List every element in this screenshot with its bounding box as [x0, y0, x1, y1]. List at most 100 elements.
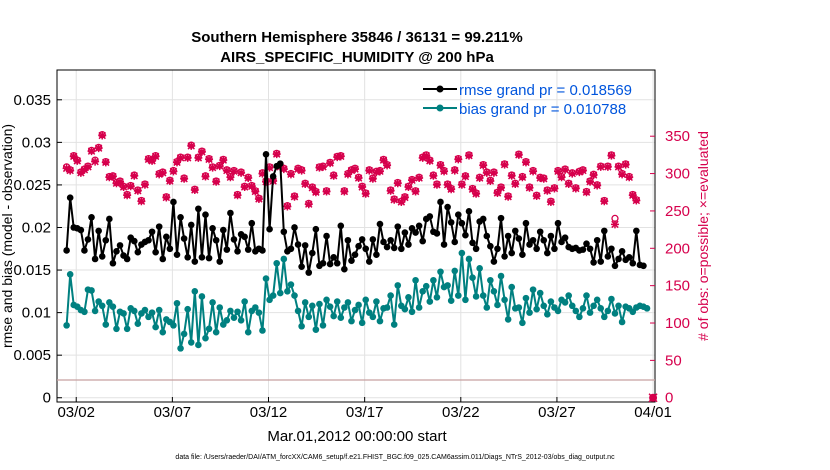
obs-evaluated-point	[329, 171, 338, 180]
obs-evaluated-point	[404, 183, 413, 192]
bias-point	[205, 325, 213, 333]
obs-evaluated-point	[205, 155, 214, 164]
rmse-point	[583, 240, 590, 247]
bias-point	[102, 321, 110, 328]
obs-evaluated-point	[301, 180, 310, 189]
bias-point	[81, 308, 88, 316]
rmse-point	[109, 259, 117, 267]
obs-evaluated-point	[482, 168, 491, 177]
rmse-point	[106, 215, 113, 223]
bias-point	[262, 275, 270, 282]
obs-evaluated-point	[497, 183, 506, 192]
bias-point	[415, 304, 423, 311]
obs-evaluated-point	[215, 162, 224, 171]
rmse-point	[323, 232, 330, 240]
right-y-tick-label: 350	[665, 128, 690, 145]
rmse-point	[148, 228, 156, 236]
bias-point	[422, 282, 430, 290]
bias-point	[202, 334, 209, 342]
rmse-point	[401, 229, 409, 236]
rmse-point	[163, 233, 170, 241]
obs-evaluated-point	[322, 187, 331, 196]
bias-point	[355, 301, 362, 309]
rmse-point	[152, 248, 159, 256]
obs-evaluated-point	[489, 168, 498, 177]
rmse-point	[234, 248, 241, 255]
obs-evaluated-point	[411, 187, 420, 196]
rmse-point	[536, 228, 544, 236]
obs-evaluated-point	[311, 188, 320, 197]
obs-evaluated-point	[158, 168, 167, 177]
obs-evaluated-point	[632, 196, 641, 205]
obs-evaluated-point	[546, 197, 555, 206]
rmse-point	[123, 255, 131, 263]
obs-evaluated-point	[383, 161, 392, 170]
obs-evaluated-point	[272, 150, 281, 159]
x-tick-label: 03/02	[57, 404, 95, 421]
bias-point	[195, 341, 202, 349]
obs-evaluated-point	[133, 186, 142, 195]
rmse-point	[451, 238, 459, 246]
rmse-point	[216, 258, 224, 265]
right-y-tick-label: 300	[665, 166, 690, 183]
obs-evaluated-point	[354, 174, 363, 183]
rmse-point	[276, 160, 284, 167]
rmse-point	[544, 249, 551, 257]
bias-point	[437, 268, 444, 276]
bias-point	[66, 271, 74, 278]
rmse-point	[394, 223, 402, 230]
bias-point	[458, 249, 466, 257]
rmse-point	[373, 251, 380, 259]
obs-evaluated-point	[294, 165, 303, 174]
bias-point	[405, 293, 412, 301]
obs-evaluated-point	[457, 180, 466, 189]
obs-evaluated-point	[155, 170, 164, 179]
bias-point	[287, 281, 295, 288]
obs-evaluated-point	[137, 197, 146, 206]
obs-evaluated-point	[87, 147, 96, 156]
obs-evaluated-point	[194, 153, 203, 162]
rmse-point	[319, 259, 327, 267]
obs-evaluated-point	[148, 156, 157, 165]
obs-evaluated-point	[112, 179, 121, 188]
bias-point	[170, 322, 177, 329]
obs-evaluated-point	[610, 220, 619, 229]
bias-point	[455, 292, 462, 299]
bias-point	[284, 288, 291, 295]
bias-point	[479, 292, 487, 299]
obs-evaluated-point	[564, 180, 573, 189]
left-axis-ticks: 0 0.005 0.01 0.015 0.02 0.025 0.03 0.035	[13, 92, 62, 407]
rmse-point	[77, 226, 85, 234]
right-axis-ticks: 0 50 100 150 200 250 300 350	[650, 128, 690, 407]
obs-evaluated-point	[568, 169, 577, 178]
legend-rmse-marker	[436, 85, 444, 93]
rmse-point	[291, 224, 298, 231]
bias-point	[212, 328, 220, 336]
bias-point	[408, 308, 416, 316]
rmse-point	[312, 225, 320, 233]
bias-point	[148, 309, 156, 316]
bias-point	[618, 318, 626, 326]
rmse-point	[130, 237, 138, 245]
obs-evaluated-point	[375, 167, 384, 176]
obs-evaluated-point	[436, 161, 445, 170]
rmse-point	[462, 231, 469, 239]
rmse-point	[597, 258, 605, 265]
bias-point	[501, 296, 508, 304]
bias-point	[341, 304, 348, 311]
rmse-point	[195, 205, 202, 213]
bias-point	[604, 307, 612, 315]
obs-evaluated-point	[247, 182, 256, 191]
rmse-point	[618, 248, 626, 255]
obs-evaluated-point	[504, 192, 513, 201]
bias-point	[497, 272, 505, 280]
bias-point	[244, 328, 252, 336]
obs-evaluated-point	[290, 192, 299, 201]
rmse-point	[351, 251, 359, 259]
rmse-point	[444, 203, 451, 211]
obs-evaluated-point	[500, 160, 509, 169]
obs-evaluated-point	[365, 166, 374, 175]
bias-point	[109, 303, 117, 310]
bias-point	[319, 322, 327, 329]
legend-bias-label: bias grand pr = 0.010788	[459, 101, 626, 118]
